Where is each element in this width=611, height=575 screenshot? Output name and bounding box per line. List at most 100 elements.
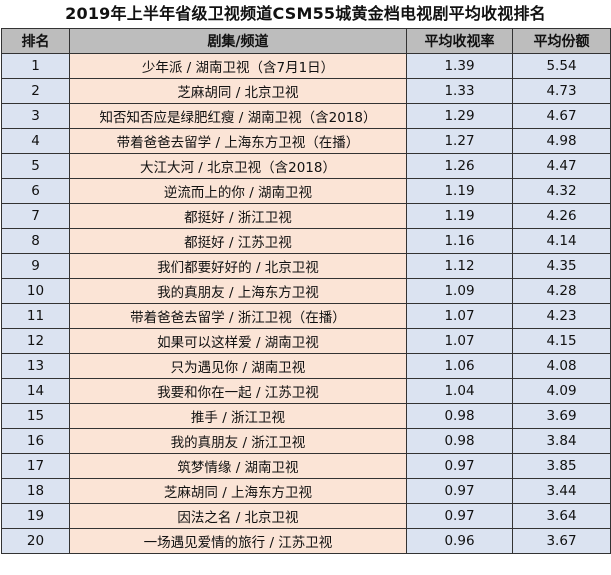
rank-cell: 4 xyxy=(1,128,70,154)
show-channel-cell: 因法之名 / 北京卫视 xyxy=(69,503,407,529)
table-row: 15 推手 / 浙江卫视 0.98 3.69 xyxy=(1,403,611,429)
avg-rating-cell: 0.97 xyxy=(406,503,513,529)
show-channel-cell: 知否知否应是绿肥红瘦 / 湖南卫视（含2018） xyxy=(69,103,407,129)
show-channel-cell: 都挺好 / 浙江卫视 xyxy=(69,203,407,229)
show-channel-cell: 带着爸爸去留学 / 上海东方卫视（在播） xyxy=(69,128,407,154)
avg-share-cell: 3.67 xyxy=(512,528,611,554)
table-row: 4 带着爸爸去留学 / 上海东方卫视（在播） 1.27 4.98 xyxy=(1,128,611,154)
avg-rating-cell: 1.16 xyxy=(406,228,513,254)
avg-share-cell: 3.84 xyxy=(512,428,611,454)
avg-share-cell: 3.44 xyxy=(512,478,611,504)
table-row: 13 只为遇见你 / 湖南卫视 1.06 4.08 xyxy=(1,353,611,379)
avg-share-cell: 4.47 xyxy=(512,153,611,179)
header-avg-share: 平均份额 xyxy=(512,28,611,54)
avg-rating-cell: 1.29 xyxy=(406,103,513,129)
avg-share-cell: 3.64 xyxy=(512,503,611,529)
header-rank: 排名 xyxy=(1,28,70,54)
avg-rating-cell: 1.19 xyxy=(406,203,513,229)
table-row: 8 都挺好 / 江苏卫视 1.16 4.14 xyxy=(1,228,611,254)
avg-rating-cell: 1.26 xyxy=(406,153,513,179)
rank-cell: 6 xyxy=(1,178,70,204)
table-row: 2 芝麻胡同 / 北京卫视 1.33 4.73 xyxy=(1,78,611,104)
show-channel-cell: 一场遇见爱情的旅行 / 江苏卫视 xyxy=(69,528,407,554)
avg-share-cell: 4.32 xyxy=(512,178,611,204)
avg-share-cell: 4.35 xyxy=(512,253,611,279)
table-row: 14 我要和你在一起 / 江苏卫视 1.04 4.09 xyxy=(1,378,611,404)
avg-rating-cell: 0.98 xyxy=(406,403,513,429)
rank-cell: 14 xyxy=(1,378,70,404)
table-row: 1 少年派 / 湖南卫视（含7月1日） 1.39 5.54 xyxy=(1,53,611,79)
avg-rating-cell: 0.97 xyxy=(406,478,513,504)
show-channel-cell: 我的真朋友 / 浙江卫视 xyxy=(69,428,407,454)
rank-cell: 9 xyxy=(1,253,70,279)
show-channel-cell: 芝麻胡同 / 北京卫视 xyxy=(69,78,407,104)
table-row: 10 我的真朋友 / 上海东方卫视 1.09 4.28 xyxy=(1,278,611,304)
rank-cell: 2 xyxy=(1,78,70,104)
show-channel-cell: 只为遇见你 / 湖南卫视 xyxy=(69,353,407,379)
rank-cell: 13 xyxy=(1,353,70,379)
rank-cell: 10 xyxy=(1,278,70,304)
table-row: 7 都挺好 / 浙江卫视 1.19 4.26 xyxy=(1,203,611,229)
table-body: 1 少年派 / 湖南卫视（含7月1日） 1.39 5.54 2 芝麻胡同 / 北京卫视 1.… xyxy=(1,53,611,554)
rank-cell: 7 xyxy=(1,203,70,229)
show-channel-cell: 我要和你在一起 / 江苏卫视 xyxy=(69,378,407,404)
avg-rating-cell: 1.06 xyxy=(406,353,513,379)
rank-cell: 15 xyxy=(1,403,70,429)
avg-rating-cell: 0.98 xyxy=(406,428,513,454)
rank-cell: 16 xyxy=(1,428,70,454)
rank-cell: 8 xyxy=(1,228,70,254)
ratings-table: 排名 剧集/频道 平均收视率 平均份额 1 少年派 / 湖南卫视（含7月1日） 1.… xyxy=(1,28,611,554)
show-channel-cell: 筑梦情缘 / 湖南卫视 xyxy=(69,453,407,479)
avg-rating-cell: 0.97 xyxy=(406,453,513,479)
avg-share-cell: 4.23 xyxy=(512,303,611,329)
table-title: 2019年上半年省级卫视频道CSM55城黄金档电视剧平均收视排名 xyxy=(65,4,546,23)
avg-share-cell: 4.98 xyxy=(512,128,611,154)
header-row: 排名 剧集/频道 平均收视率 平均份额 xyxy=(1,28,611,54)
avg-rating-cell: 0.96 xyxy=(406,528,513,554)
table-row: 20 一场遇见爱情的旅行 / 江苏卫视 0.96 3.67 xyxy=(1,528,611,554)
show-channel-cell: 都挺好 / 江苏卫视 xyxy=(69,228,407,254)
avg-share-cell: 3.85 xyxy=(512,453,611,479)
show-channel-cell: 芝麻胡同 / 上海东方卫视 xyxy=(69,478,407,504)
avg-rating-cell: 1.12 xyxy=(406,253,513,279)
show-channel-cell: 如果可以这样爱 / 湖南卫视 xyxy=(69,328,407,354)
avg-share-cell: 4.15 xyxy=(512,328,611,354)
rank-cell: 19 xyxy=(1,503,70,529)
avg-share-cell: 4.67 xyxy=(512,103,611,129)
avg-rating-cell: 1.09 xyxy=(406,278,513,304)
avg-rating-cell: 1.27 xyxy=(406,128,513,154)
table-row: 3 知否知否应是绿肥红瘦 / 湖南卫视（含2018） 1.29 4.67 xyxy=(1,103,611,129)
avg-rating-cell: 1.33 xyxy=(406,78,513,104)
avg-share-cell: 4.14 xyxy=(512,228,611,254)
rank-cell: 12 xyxy=(1,328,70,354)
table-row: 19 因法之名 / 北京卫视 0.97 3.64 xyxy=(1,503,611,529)
table-row: 12 如果可以这样爱 / 湖南卫视 1.07 4.15 xyxy=(1,328,611,354)
table-row: 9 我们都要好好的 / 北京卫视 1.12 4.35 xyxy=(1,253,611,279)
table-row: 16 我的真朋友 / 浙江卫视 0.98 3.84 xyxy=(1,428,611,454)
avg-rating-cell: 1.04 xyxy=(406,378,513,404)
avg-share-cell: 4.28 xyxy=(512,278,611,304)
show-channel-cell: 我的真朋友 / 上海东方卫视 xyxy=(69,278,407,304)
avg-rating-cell: 1.19 xyxy=(406,178,513,204)
table-row: 17 筑梦情缘 / 湖南卫视 0.97 3.85 xyxy=(1,453,611,479)
avg-rating-cell: 1.07 xyxy=(406,328,513,354)
avg-share-cell: 5.54 xyxy=(512,53,611,79)
avg-share-cell: 4.26 xyxy=(512,203,611,229)
avg-share-cell: 3.69 xyxy=(512,403,611,429)
rank-cell: 11 xyxy=(1,303,70,329)
avg-rating-cell: 1.39 xyxy=(406,53,513,79)
rank-cell: 20 xyxy=(1,528,70,554)
avg-share-cell: 4.73 xyxy=(512,78,611,104)
show-channel-cell: 带着爸爸去留学 / 浙江卫视（在播） xyxy=(69,303,407,329)
rank-cell: 1 xyxy=(1,53,70,79)
show-channel-cell: 大江大河 / 北京卫视（含2018） xyxy=(69,153,407,179)
avg-share-cell: 4.08 xyxy=(512,353,611,379)
show-channel-cell: 推手 / 浙江卫视 xyxy=(69,403,407,429)
rank-cell: 3 xyxy=(1,103,70,129)
rank-cell: 18 xyxy=(1,478,70,504)
table-row: 11 带着爸爸去留学 / 浙江卫视（在播） 1.07 4.23 xyxy=(1,303,611,329)
table-row: 18 芝麻胡同 / 上海东方卫视 0.97 3.44 xyxy=(1,478,611,504)
avg-share-cell: 4.09 xyxy=(512,378,611,404)
header-avg-rating: 平均收视率 xyxy=(406,28,513,54)
avg-rating-cell: 1.07 xyxy=(406,303,513,329)
